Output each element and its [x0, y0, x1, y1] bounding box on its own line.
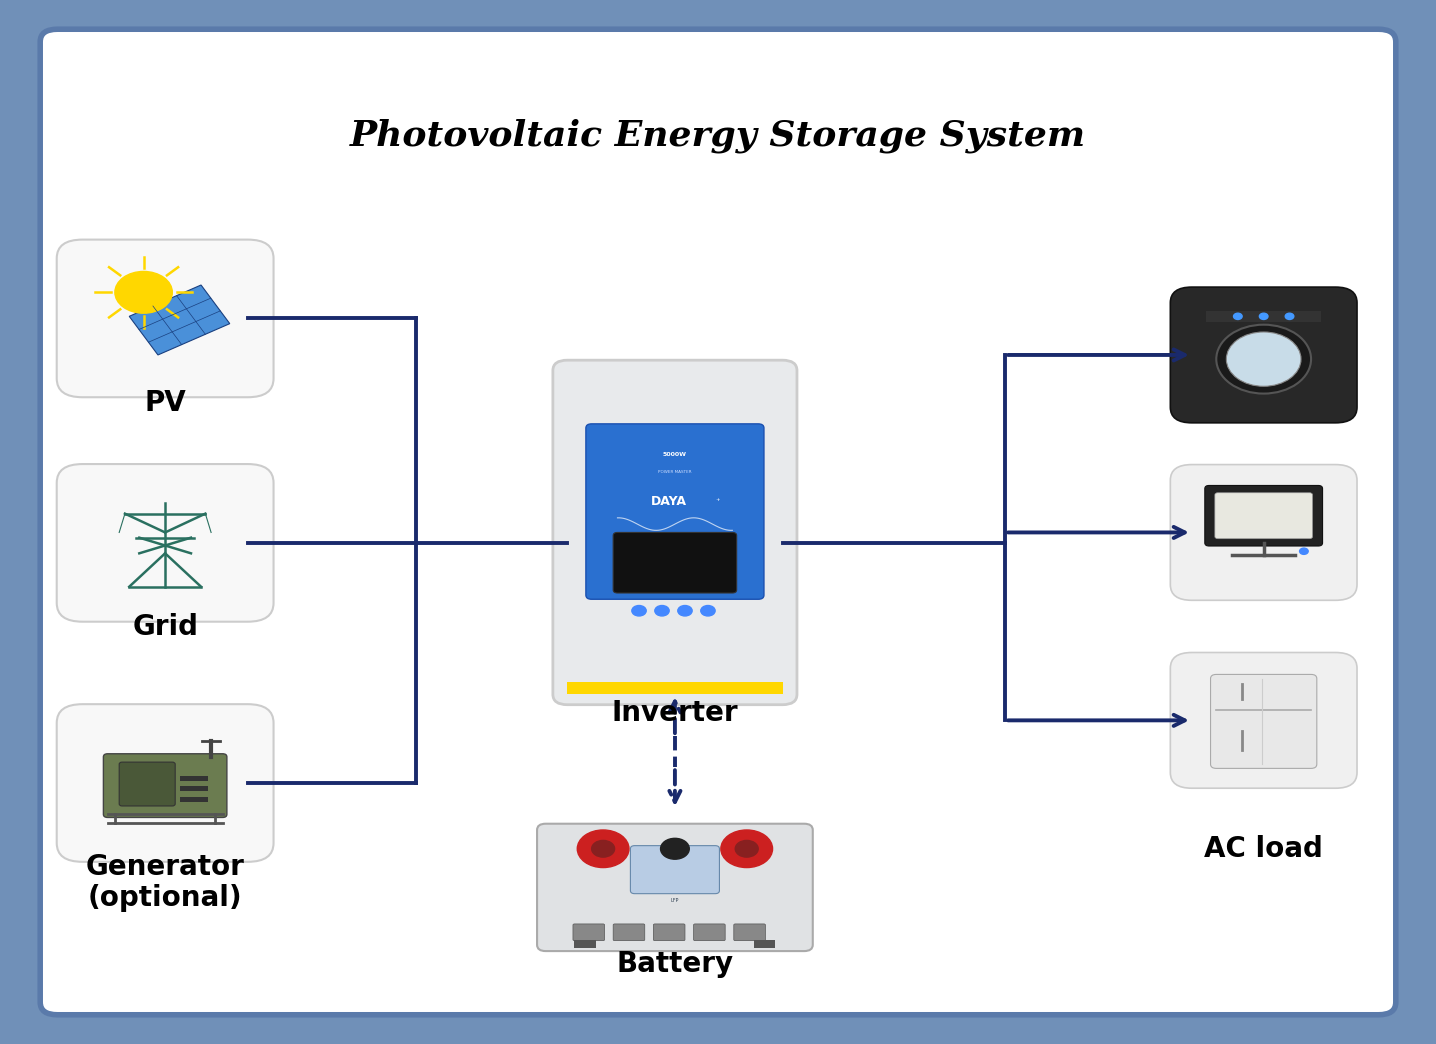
FancyBboxPatch shape: [57, 240, 273, 398]
FancyBboxPatch shape: [1170, 652, 1357, 788]
Text: DAYA: DAYA: [651, 495, 688, 507]
Text: ⁺: ⁺: [715, 497, 721, 505]
FancyBboxPatch shape: [586, 424, 764, 599]
Circle shape: [1234, 313, 1242, 319]
Circle shape: [678, 606, 692, 616]
FancyBboxPatch shape: [1170, 465, 1357, 600]
FancyBboxPatch shape: [573, 924, 605, 941]
Bar: [180, 776, 208, 781]
Text: Generator
(optional): Generator (optional): [86, 854, 244, 911]
Circle shape: [115, 271, 172, 313]
FancyBboxPatch shape: [1215, 493, 1313, 539]
FancyBboxPatch shape: [57, 464, 273, 622]
Circle shape: [592, 840, 615, 857]
Text: LFP: LFP: [671, 899, 679, 903]
Text: 5000W: 5000W: [663, 452, 686, 456]
FancyBboxPatch shape: [40, 29, 1396, 1015]
FancyBboxPatch shape: [1205, 485, 1323, 546]
FancyBboxPatch shape: [103, 754, 227, 817]
FancyBboxPatch shape: [1211, 674, 1317, 768]
Circle shape: [1226, 332, 1301, 386]
FancyBboxPatch shape: [642, 665, 708, 692]
Circle shape: [735, 840, 758, 857]
Bar: [1206, 311, 1321, 322]
Polygon shape: [129, 285, 230, 355]
FancyBboxPatch shape: [694, 924, 725, 941]
Text: Photovoltaic Energy Storage System: Photovoltaic Energy Storage System: [350, 118, 1086, 153]
FancyBboxPatch shape: [553, 360, 797, 705]
FancyBboxPatch shape: [119, 762, 175, 806]
Circle shape: [1216, 325, 1311, 394]
Bar: [574, 940, 596, 948]
FancyBboxPatch shape: [537, 824, 813, 951]
Text: AC load: AC load: [1205, 835, 1323, 863]
Bar: [567, 682, 783, 694]
Text: PV: PV: [144, 389, 187, 417]
Text: Grid: Grid: [132, 614, 198, 641]
FancyBboxPatch shape: [653, 924, 685, 941]
FancyBboxPatch shape: [642, 373, 708, 400]
FancyBboxPatch shape: [57, 704, 273, 862]
Circle shape: [701, 606, 715, 616]
Circle shape: [661, 838, 689, 859]
Circle shape: [1259, 313, 1268, 319]
FancyBboxPatch shape: [613, 532, 737, 593]
FancyBboxPatch shape: [630, 846, 719, 894]
FancyBboxPatch shape: [613, 924, 645, 941]
Circle shape: [655, 606, 669, 616]
Text: POWER MASTER: POWER MASTER: [658, 470, 692, 474]
Circle shape: [1300, 548, 1308, 554]
Circle shape: [577, 830, 629, 868]
Circle shape: [1285, 313, 1294, 319]
Bar: [180, 786, 208, 791]
Text: Inverter: Inverter: [612, 699, 738, 728]
Bar: [754, 940, 775, 948]
FancyBboxPatch shape: [734, 924, 765, 941]
FancyBboxPatch shape: [1170, 287, 1357, 423]
Circle shape: [632, 606, 646, 616]
Circle shape: [721, 830, 773, 868]
Bar: [180, 797, 208, 802]
Text: Battery: Battery: [616, 950, 734, 978]
